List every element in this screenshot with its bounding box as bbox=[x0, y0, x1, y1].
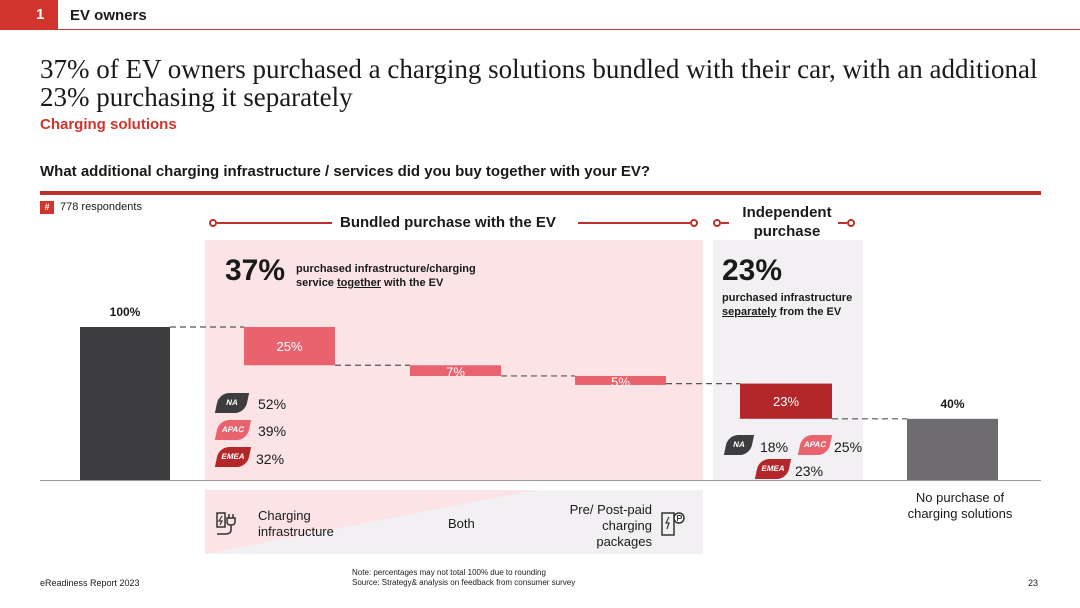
chart-baseline bbox=[40, 480, 1041, 481]
bundle-bracket-right-dot bbox=[690, 219, 698, 227]
question-divider bbox=[40, 191, 1041, 195]
region-value-emea-independent: 23% bbox=[795, 463, 824, 479]
page-subtitle: Charging solutions bbox=[40, 116, 177, 133]
bundle-bracket-left-line bbox=[217, 222, 332, 224]
footer-source: Source: Strategy& analysis on feedback f… bbox=[352, 578, 576, 587]
footer-notes: Note: percentages may not total 100% due… bbox=[352, 568, 575, 588]
bundle-bracket-right-line bbox=[578, 222, 690, 224]
survey-question: What additional charging infrastructure … bbox=[40, 163, 651, 180]
indep-desc-after: from the EV bbox=[776, 306, 842, 318]
waterfall-bar-5 bbox=[907, 418, 998, 480]
waterfall-bar-0 bbox=[80, 327, 170, 480]
indep-bracket-right-dot bbox=[847, 219, 855, 227]
indep-bracket-right-line bbox=[838, 222, 847, 224]
page-number: 23 bbox=[1028, 578, 1039, 588]
charging-card-icon bbox=[661, 512, 685, 536]
region-value-na: 52% bbox=[258, 396, 287, 412]
bundle-total-value: 37% bbox=[225, 254, 286, 287]
waterfall-label-1: 25% bbox=[276, 339, 302, 354]
region-value-emea: 32% bbox=[256, 451, 285, 467]
section-number-tag: 1 bbox=[0, 0, 58, 30]
waterfall-label-0: 100% bbox=[110, 305, 141, 319]
indep-bracket-left-dot bbox=[713, 219, 721, 227]
bundle-desc-underlined: together bbox=[336, 277, 381, 289]
indep-bracket-left-line bbox=[721, 222, 729, 224]
section-title: EV owners bbox=[70, 7, 147, 24]
waterfall-bar-4 bbox=[740, 383, 832, 419]
legend-charging-infrastructure: Charging infrastructure bbox=[258, 508, 334, 539]
region-value-apac: 39% bbox=[258, 423, 287, 439]
independent-title: Independent purchase bbox=[742, 204, 832, 240]
respondents-hash-badge: # bbox=[40, 201, 54, 214]
legend-prepaid-packages: Pre/ Post-paid charging packages bbox=[569, 502, 652, 549]
bundle-desc-before: purchased infrastructure/charging servic… bbox=[296, 263, 476, 289]
no-purchase-label: No purchase of charging solutions bbox=[907, 490, 1013, 521]
ev-charger-icon bbox=[216, 512, 236, 535]
bundle-description: purchased infrastructure/charging servic… bbox=[296, 262, 506, 290]
bundle-bracket-left-dot bbox=[209, 219, 217, 227]
waterfall-label-3: 5% bbox=[611, 374, 630, 389]
waterfall-bar-2 bbox=[410, 365, 501, 376]
bundle-desc-after: with the EV bbox=[380, 277, 444, 289]
waterfall-bar-1 bbox=[244, 327, 335, 366]
waterfall-label-2: 7% bbox=[446, 365, 465, 380]
header-divider bbox=[0, 29, 1080, 30]
waterfall-bar-3 bbox=[575, 375, 666, 385]
independent-description: purchased infrastructure separately from… bbox=[722, 291, 862, 319]
independent-total-value: 23% bbox=[722, 254, 783, 287]
footer-note: Note: percentages may not total 100% due… bbox=[352, 568, 546, 577]
page-title: 37% of EV owners purchased a charging so… bbox=[40, 54, 1038, 112]
region-value-na-independent: 18% bbox=[760, 439, 789, 455]
indep-desc-underlined: separately bbox=[722, 306, 777, 318]
report-name: eReadiness Report 2023 bbox=[40, 578, 140, 588]
indep-desc-before: purchased infrastructure bbox=[722, 292, 853, 304]
bundle-title: Bundled purchase with the EV bbox=[340, 214, 556, 231]
legend-both: Both bbox=[448, 516, 475, 531]
waterfall-label-5: 40% bbox=[940, 397, 964, 411]
legend-panel bbox=[205, 490, 703, 554]
respondents-count: 778 respondents bbox=[60, 201, 142, 213]
waterfall-label-4: 23% bbox=[773, 394, 799, 409]
region-value-apac-independent: 25% bbox=[834, 439, 863, 455]
